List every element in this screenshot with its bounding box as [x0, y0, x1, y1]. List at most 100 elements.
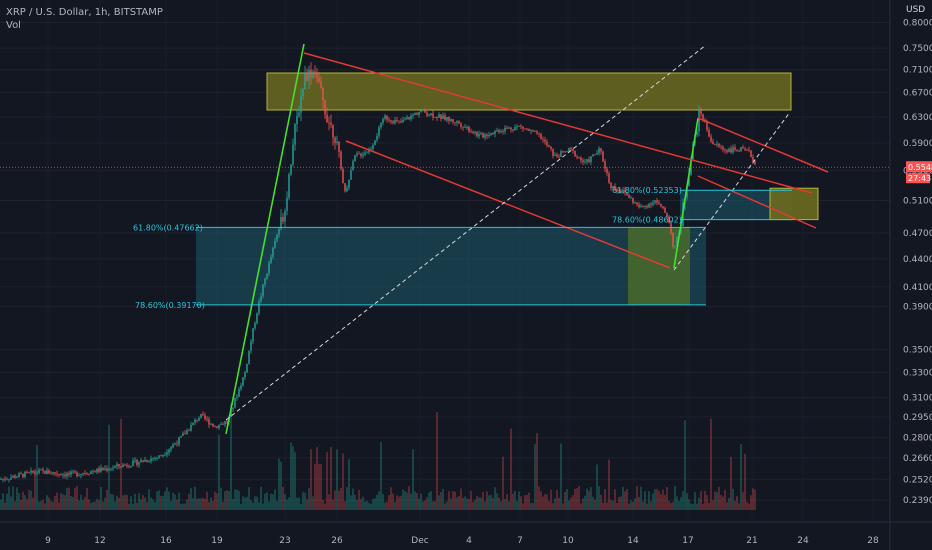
volume-bar: [26, 499, 28, 510]
volume-bar: [292, 446, 294, 510]
volume-bar: [330, 446, 332, 510]
candle-body: [578, 156, 580, 158]
volume-bar: [472, 501, 474, 510]
volume-bar: [666, 486, 668, 510]
candle-body: [34, 472, 36, 474]
volume-bar: [336, 449, 338, 510]
volume-bar: [610, 499, 612, 510]
volume-bar: [740, 443, 742, 510]
volume-bar: [74, 488, 76, 510]
impulse-wave-line: [673, 117, 699, 269]
candle-body: [178, 437, 180, 445]
volume-bar: [174, 494, 176, 510]
volume-bar: [424, 500, 426, 510]
volume-bar: [416, 493, 418, 510]
symbol-title[interactable]: XRP / U.S. Dollar, 1h, BITSTAMP: [6, 7, 163, 18]
volume-bar: [320, 463, 322, 510]
volume-bar: [302, 492, 304, 510]
volume-bar: [268, 501, 270, 510]
volume-bar: [300, 503, 302, 510]
volume-bar: [500, 501, 502, 510]
volume-bar: [496, 493, 498, 510]
candle-body: [534, 131, 536, 133]
candle-body: [130, 465, 132, 467]
candle-body: [646, 206, 648, 208]
volume-bar: [742, 492, 744, 510]
volume-bar: [354, 494, 356, 510]
candle-body: [666, 212, 668, 217]
candle-body: [378, 127, 380, 136]
candle-body: [674, 245, 676, 247]
volume-bar: [674, 486, 676, 510]
candle-body: [404, 119, 406, 121]
volume-bar: [536, 433, 538, 510]
candle-body: [234, 398, 236, 408]
candle-body: [754, 160, 756, 165]
candle-body: [540, 133, 542, 140]
volume-bar: [156, 491, 158, 510]
candle-body: [328, 122, 330, 124]
volume-bar: [736, 496, 738, 510]
volume-bar: [94, 501, 96, 510]
volume-bar: [400, 495, 402, 510]
volume-bar: [22, 491, 24, 510]
volume-bar: [404, 491, 406, 510]
volume-bar: [100, 486, 102, 510]
candle-body: [268, 262, 270, 274]
price-tick-label: 0.23900: [903, 496, 932, 506]
volume-bar: [738, 503, 740, 510]
volume-bar: [54, 495, 56, 510]
volume-label[interactable]: Vol: [6, 20, 21, 31]
volume-bar: [328, 494, 330, 510]
volume-bar: [82, 499, 84, 510]
volume-bar: [432, 501, 434, 510]
volume-bar: [662, 489, 664, 510]
volume-bar: [532, 502, 534, 510]
candle-body: [480, 133, 482, 135]
candle-body: [8, 479, 10, 481]
candle-body: [414, 113, 416, 115]
candle-body: [168, 449, 170, 453]
volume-bar: [598, 486, 600, 510]
volume-bar: [350, 495, 352, 510]
volume-bar: [394, 502, 396, 510]
candle-body: [746, 149, 748, 151]
candle-body: [16, 476, 18, 478]
candle-body: [330, 122, 332, 125]
resistance-zone: [266, 72, 792, 111]
volume-bar: [154, 502, 156, 510]
volume-bar: [76, 486, 78, 510]
candle-body: [166, 452, 168, 455]
volume-bar: [248, 486, 250, 510]
volume-bar: [686, 493, 688, 510]
volume-bar: [68, 487, 70, 510]
candle-body: [750, 150, 752, 158]
candle-body: [132, 460, 134, 466]
candle-body: [726, 150, 728, 152]
candle-body: [226, 421, 228, 423]
candle-body: [344, 183, 346, 192]
volume-bar: [630, 500, 632, 510]
volume-bar: [304, 492, 306, 510]
candle-body: [594, 154, 596, 156]
time-axis[interactable]: 9 12 16 19 23 26 Dec 4 7 10 14 17 21 24 28: [0, 521, 932, 546]
candle-body: [270, 256, 272, 263]
volume-bar: [368, 502, 370, 510]
candle-body: [490, 133, 492, 135]
volume-bar: [44, 503, 46, 510]
volume-bar: [70, 496, 72, 510]
candle-body: [324, 100, 326, 115]
candle-body: [262, 284, 264, 296]
volume-bar: [234, 489, 236, 510]
countdown-value: 27:43: [908, 174, 931, 183]
channel-lower-line: [345, 140, 671, 269]
volume-bar: [196, 498, 198, 510]
volume-bar: [490, 494, 492, 510]
volume-bar: [42, 499, 44, 510]
candle-body: [64, 474, 66, 477]
candle-body: [204, 415, 206, 419]
candle-body: [70, 471, 72, 475]
